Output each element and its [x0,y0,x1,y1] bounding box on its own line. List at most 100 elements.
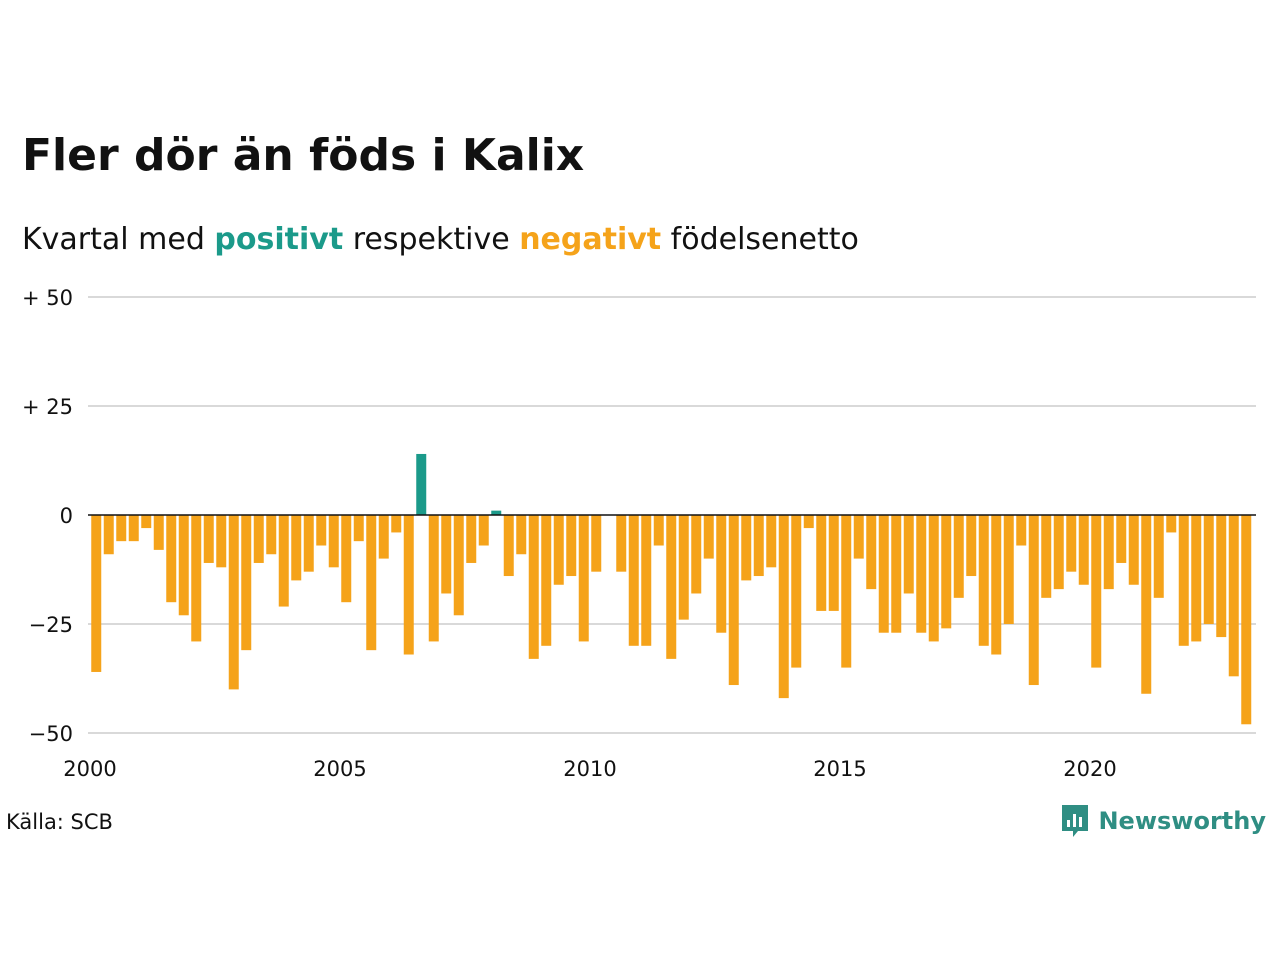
bar [728,515,739,686]
bar [1241,515,1252,725]
brand-name: Newsworthy [1098,807,1266,835]
x-tick-label: 2020 [1063,757,1116,781]
bar [1216,515,1227,638]
bar [428,515,439,642]
bar [1153,515,1164,598]
bar [178,515,189,616]
bar [278,515,289,607]
bar [1191,515,1202,642]
bar [253,515,264,563]
bar [716,515,727,633]
bar-chart-icon [1062,805,1089,837]
subtitle-negative-label: negativt [519,222,662,257]
bar [153,515,164,550]
bar [828,515,839,611]
bar [91,515,102,672]
bar [341,515,352,603]
bar [616,515,627,572]
bar [653,515,664,546]
bar [741,515,752,581]
bar [116,515,127,542]
y-tick-label: −25 [29,613,73,637]
bar [378,515,389,559]
bar-chart: + 50 + 25 0 −25 −50 2000 2005 2010 2015 2020 [22,286,1256,781]
bar [1091,515,1102,668]
bar [903,515,914,594]
y-tick-label: −50 [29,722,73,746]
bar [566,515,577,577]
subtitle-middle: respektive [343,222,520,257]
bar [128,515,139,542]
bar [1103,515,1114,590]
bar [478,515,489,546]
bar [803,515,814,529]
bar [1041,515,1052,598]
bar [416,453,427,515]
bar [1141,515,1152,694]
bar [891,515,902,633]
bar [978,515,989,646]
bar [503,515,514,577]
subtitle-positive-label: positivt [214,222,344,257]
bar [1053,515,1064,590]
bar [991,515,1002,655]
bar [1003,515,1014,624]
bar [878,515,889,633]
bar [753,515,764,577]
axes: + 50 + 25 0 −25 −50 2000 2005 2010 2015 2020 [22,286,1256,781]
bar [453,515,464,616]
bar [316,515,327,546]
bar [1066,515,1077,572]
chart-subtitle: Kvartal med positivt respektive negativt… [22,222,859,258]
bar [853,515,864,559]
y-tick-label: + 25 [22,395,73,419]
bar [966,515,977,577]
bar [1028,515,1039,686]
bar [103,515,114,555]
bar [628,515,639,646]
bars [91,453,1252,725]
x-tick-label: 2010 [563,757,616,781]
bar [303,515,314,572]
x-tick-label: 2015 [813,757,866,781]
bar [1116,515,1127,563]
bar [1178,515,1189,646]
source-note: Källa: SCB [6,810,113,834]
chart-title: Fler dör än föds i Kalix [22,130,585,181]
x-tick-label: 2000 [63,757,116,781]
bar [691,515,702,594]
bar [403,515,414,655]
bar [241,515,252,651]
bar [1128,515,1139,585]
bar [328,515,339,568]
subtitle-suffix: födelsenetto [661,222,859,257]
bar [141,515,152,529]
bar [578,515,589,642]
bar [553,515,564,585]
bar [203,515,214,563]
bar [228,515,239,690]
bar [941,515,952,629]
bar [366,515,377,651]
brand-logo: Newsworthy [1060,803,1266,839]
bar [441,515,452,594]
bar [1228,515,1239,677]
bar [591,515,602,572]
bar [1203,515,1214,624]
bar [291,515,302,581]
bar [778,515,789,699]
bar [391,515,402,533]
bar [916,515,927,633]
bar [1166,515,1177,533]
bar [791,515,802,668]
bar [466,515,477,563]
y-tick-label: 0 [60,504,73,528]
bar [266,515,277,555]
bar [666,515,677,659]
bar [191,515,202,642]
bar [516,515,527,555]
bar [166,515,177,603]
x-tick-label: 2005 [313,757,366,781]
bar [703,515,714,559]
bar [816,515,827,611]
